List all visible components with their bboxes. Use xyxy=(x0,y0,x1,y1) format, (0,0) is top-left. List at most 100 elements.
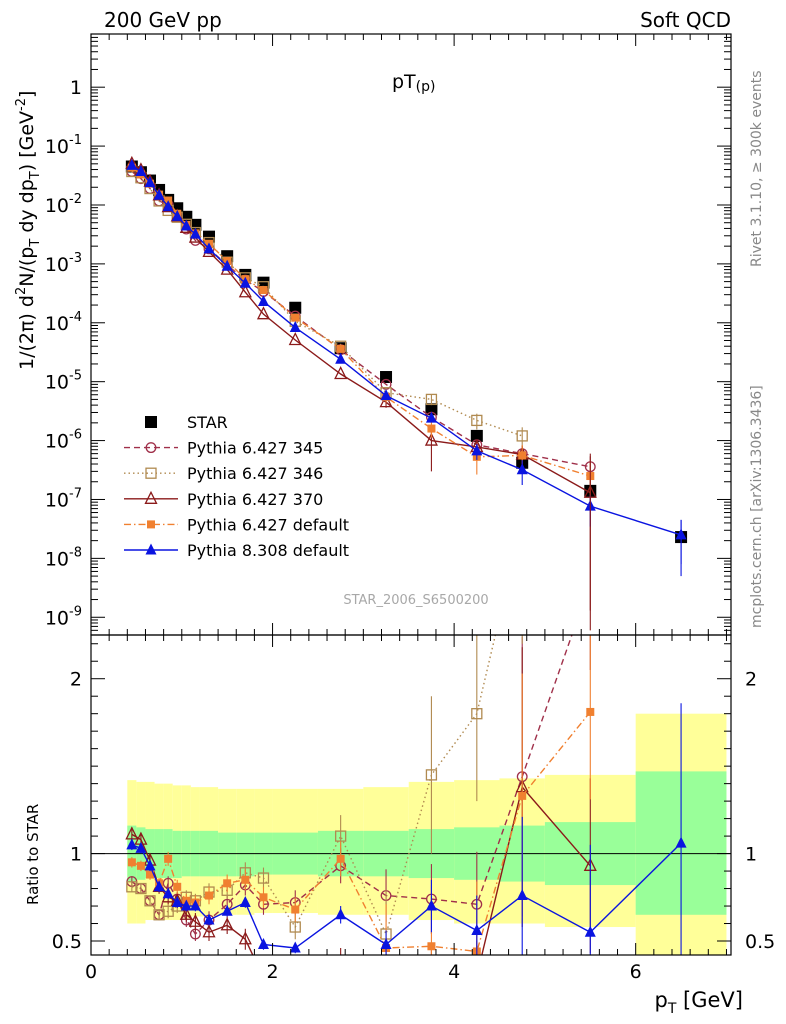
point-p8def-7 xyxy=(189,227,201,239)
ratio-line-p346 xyxy=(131,635,497,937)
ytick-label-bot-right-0.5: 0.5 xyxy=(745,931,775,953)
ratio-point-p6def-4 xyxy=(164,854,173,863)
band-inner-5 xyxy=(172,830,182,879)
legend-marker-p346 xyxy=(145,467,157,479)
ratio-point-p346-0 xyxy=(126,881,138,893)
legend-marker-p6def xyxy=(147,520,155,529)
point-p346-16 xyxy=(471,414,483,427)
point-star-16 xyxy=(470,429,483,442)
point-p8def-16 xyxy=(471,444,483,456)
ytick-label-bot-right-1: 1 xyxy=(745,844,757,866)
plot-title: pT(p) xyxy=(392,71,435,95)
ratio-point-p370-8 xyxy=(202,924,216,938)
legend-entry-star: STAR xyxy=(145,413,228,432)
ratio-point-p370-7 xyxy=(188,913,202,927)
ratio-point-p8def-15 xyxy=(425,899,437,911)
watermark: STAR_2006_S6500200 xyxy=(343,593,488,608)
ratio-panel-data xyxy=(125,635,687,955)
xtick-label-4: 4 xyxy=(448,961,460,983)
point-p6def-11 xyxy=(259,286,268,295)
ratio-point-p6def-18 xyxy=(586,707,595,716)
ratio-point-p346-13 xyxy=(334,830,347,842)
point-star-12 xyxy=(289,301,302,314)
legend-label-p6def: Pythia 6.427 default xyxy=(187,515,349,534)
ratio-point-p370-9 xyxy=(220,917,234,931)
point-star-15 xyxy=(425,403,438,416)
point-p346-17 xyxy=(516,430,528,442)
ratio-point-p8def-9 xyxy=(221,904,233,916)
side-label-mcplots: mcplots.cern.ch [arXiv:1306.3436] xyxy=(749,385,765,628)
point-p370-13 xyxy=(334,366,348,380)
point-p8def-17 xyxy=(516,463,528,475)
band-inner-9 xyxy=(218,832,237,877)
ratio-point-p6def-2 xyxy=(146,870,155,879)
legend-entry-p346: Pythia 6.427 346 xyxy=(124,464,323,483)
ytick-label-top-8: 10-8 xyxy=(45,545,82,570)
legend-label-star: STAR xyxy=(187,413,228,432)
legend-entry-p345: Pythia 6.427 345 xyxy=(124,439,323,458)
point-p8def-0 xyxy=(126,158,138,170)
ratio-point-p6def-17 xyxy=(518,791,527,800)
legend-label-p370: Pythia 6.427 370 xyxy=(187,490,323,509)
ytick-label-top-4: 10-4 xyxy=(45,310,82,335)
axis-tick-labels: 0 2 4 6 1 10-1 10-2 10-3 10-4 10-5 10-6 10-7 10-8 10-… xyxy=(45,77,775,983)
ratio-point-p346-2 xyxy=(144,895,156,907)
legend-entry-p8def: Pythia 8.308 default xyxy=(124,541,349,560)
ratio-point-p370-10 xyxy=(238,931,252,945)
ratio-point-p8def-10 xyxy=(239,896,251,908)
point-star-11 xyxy=(257,276,270,289)
ratio-point-p6def-5 xyxy=(173,882,182,891)
point-p370-15 xyxy=(424,432,438,446)
ytick-label-top-0: 1 xyxy=(70,77,82,99)
ratio-point-p346-12 xyxy=(289,921,301,933)
ratio-point-p8def-7 xyxy=(189,899,201,911)
point-p6def-13 xyxy=(336,344,345,353)
point-p346-15 xyxy=(425,393,438,406)
band-inner-10 xyxy=(236,832,255,877)
axis-ticks xyxy=(90,33,731,955)
ratio-series-p8def xyxy=(126,703,687,955)
ratio-point-p8def-3 xyxy=(153,880,165,892)
ratio-point-p8def-0 xyxy=(126,838,138,850)
point-p8def-5 xyxy=(171,209,183,221)
ratio-point-p8def-1 xyxy=(135,841,147,853)
ratio-point-p8def-17 xyxy=(516,889,528,901)
header-left: 200 GeV pp xyxy=(104,8,222,32)
ytick-label-bot-0.5: 0.5 xyxy=(52,931,82,953)
point-p8def-3 xyxy=(153,188,165,200)
ratio-point-p346-1 xyxy=(135,882,147,895)
ratio-point-p8def-8 xyxy=(203,913,215,925)
ytick-label-bot-right-2: 2 xyxy=(745,669,757,691)
point-p8def-13 xyxy=(335,352,347,364)
ratio-ylabel: Ratio to STAR xyxy=(24,804,42,905)
ratio-point-p6def-1 xyxy=(136,861,145,870)
ratio-point-p8def-13 xyxy=(335,908,347,920)
point-p8def-12 xyxy=(289,321,301,333)
point-p8def-10 xyxy=(239,276,251,288)
point-p370-11 xyxy=(256,306,271,320)
ytick-label-top-1: 10-1 xyxy=(45,133,82,158)
legend-label-p346: Pythia 6.427 346 xyxy=(187,464,323,483)
ratio-point-p370-6 xyxy=(179,906,193,920)
ratio-point-p6def-8 xyxy=(205,891,214,900)
legend-entry-p370: Pythia 6.427 370 xyxy=(124,490,323,509)
xtick-label-2: 2 xyxy=(267,961,279,983)
point-p8def-6 xyxy=(180,219,192,231)
xtick-label-0: 0 xyxy=(85,961,97,983)
legend-label-p345: Pythia 6.427 345 xyxy=(187,439,323,458)
legend-label-p8def: Pythia 8.308 default xyxy=(187,541,349,560)
point-p8def-8 xyxy=(203,242,215,254)
ratio-point-p346-3 xyxy=(153,909,165,921)
line-p346 xyxy=(131,170,523,437)
point-p6def-17 xyxy=(518,451,527,460)
point-p8def-2 xyxy=(144,176,156,188)
ratio-point-p6def-10 xyxy=(241,875,250,884)
legend-marker-p8def xyxy=(145,543,157,555)
point-p6def-15 xyxy=(427,424,436,433)
ratio-panel-frame xyxy=(90,634,732,956)
side-label-rivet: Rivet 3.1.10, ≥ 300k events xyxy=(749,70,765,267)
ratio-point-p8def-11 xyxy=(257,938,269,950)
point-p6def-12 xyxy=(291,313,300,322)
ratio-point-p6def-13 xyxy=(336,854,345,863)
ratio-point-p8def-6 xyxy=(180,899,192,911)
